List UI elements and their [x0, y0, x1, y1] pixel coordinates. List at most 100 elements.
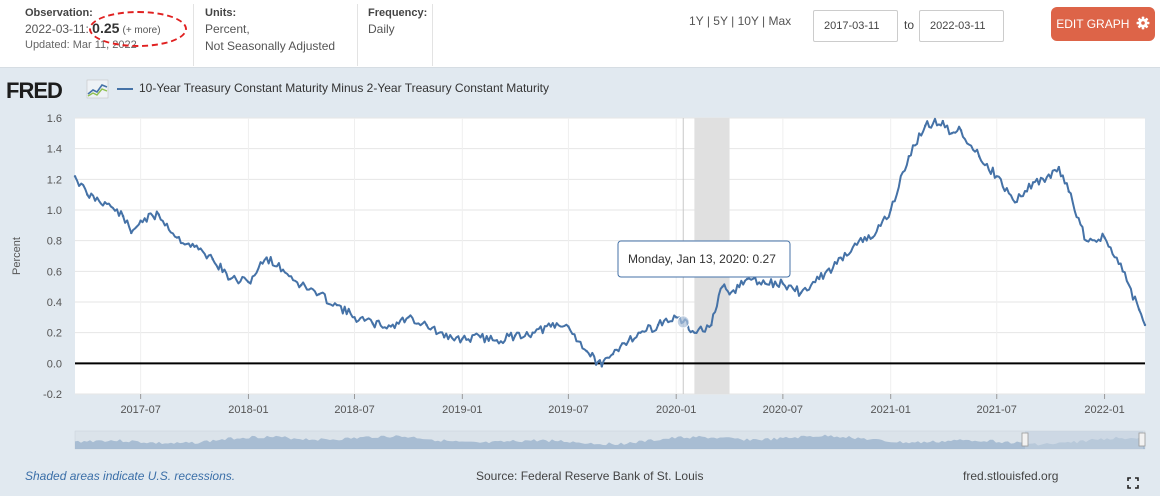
observation-date: 2022-03-11	[25, 22, 86, 36]
x-tick-label: 2019-07	[548, 404, 588, 416]
data-point	[229, 277, 232, 281]
data-point	[781, 282, 785, 285]
data-point	[103, 201, 107, 204]
date-from-input[interactable]	[813, 10, 898, 42]
data-point	[425, 323, 428, 327]
data-point	[871, 236, 874, 239]
units-block: Units: Percent, Not Seasonally Adjusted	[205, 6, 335, 55]
fred-link[interactable]: fred.stlouisfed.org	[963, 469, 1059, 483]
range-5y-button[interactable]: 5Y	[713, 14, 728, 28]
range-10y-button[interactable]: 10Y	[737, 14, 759, 28]
navigator-series	[75, 434, 1145, 449]
data-point	[461, 337, 464, 340]
data-point	[639, 331, 642, 334]
data-point	[1057, 165, 1061, 169]
data-point	[371, 322, 374, 325]
navigator[interactable]	[74, 430, 1146, 450]
data-point	[721, 285, 724, 288]
data-point	[265, 256, 268, 259]
divider	[357, 4, 358, 66]
data-point	[1121, 270, 1124, 273]
y-tick-label: 1.0	[47, 205, 62, 217]
x-tick-label: 2020-07	[763, 404, 803, 416]
y-tick-label: 1.4	[47, 144, 62, 156]
divider	[432, 4, 433, 66]
navigator-selection[interactable]	[1025, 431, 1143, 449]
y-axis-label: Percent	[11, 237, 23, 275]
data-point	[995, 175, 998, 178]
range-selector: 1Y | 5Y | 10Y | Max	[689, 14, 791, 28]
fred-logo-chart-icon	[86, 79, 109, 99]
data-point	[247, 280, 250, 284]
data-point	[389, 325, 393, 328]
data-point	[621, 342, 624, 345]
data-point	[495, 339, 499, 342]
data-point	[799, 291, 803, 294]
data-point	[611, 352, 615, 356]
data-point	[924, 124, 927, 127]
units-line2: Not Seasonally Adjusted	[205, 39, 336, 53]
x-tick-label: 2019-01	[442, 404, 482, 416]
data-point	[407, 316, 410, 319]
x-tick-label: 2018-07	[334, 404, 374, 416]
data-point	[139, 219, 142, 222]
x-tick-label: 2021-01	[870, 404, 910, 416]
data-point	[1067, 190, 1071, 193]
data-point	[193, 245, 196, 248]
data-point	[299, 283, 303, 287]
data-point	[335, 303, 339, 307]
fred-logo[interactable]: FRED	[6, 78, 63, 103]
edit-graph-label: EDIT GRAPH	[1056, 17, 1130, 31]
data-point	[853, 242, 857, 245]
data-point	[73, 175, 77, 178]
data-point	[1049, 176, 1052, 179]
data-point	[941, 119, 945, 123]
edit-graph-button[interactable]: EDIT GRAPH	[1051, 7, 1155, 41]
header-bar: Observation: 2022-03-11: 0.25 (+ more) U…	[0, 0, 1160, 68]
data-point	[567, 325, 570, 328]
data-point	[600, 365, 603, 368]
to-label: to	[904, 18, 915, 32]
data-point	[959, 129, 963, 132]
range-1y-button[interactable]: 1Y	[689, 14, 704, 28]
data-point	[817, 277, 821, 281]
navigator-right-handle[interactable]	[1138, 432, 1146, 447]
data-point	[442, 336, 446, 339]
data-point	[656, 323, 660, 327]
data-point	[211, 257, 214, 261]
navigator-left-handle[interactable]	[1021, 432, 1029, 447]
data-point	[121, 214, 125, 218]
legend-swatch	[117, 88, 133, 90]
date-to-input[interactable]	[919, 10, 1004, 42]
gear-icon	[1136, 16, 1150, 30]
tooltip-date: Monday, Jan 13, 2020:	[628, 252, 749, 266]
data-point	[531, 331, 534, 334]
data-point	[710, 323, 713, 327]
data-point	[1031, 181, 1035, 184]
data-point	[745, 277, 749, 281]
range-separator: |	[762, 14, 766, 28]
data-point	[950, 132, 953, 135]
data-point	[281, 268, 285, 271]
y-tick-label: 1.2	[47, 174, 62, 186]
frequency-value: Daily	[368, 22, 395, 36]
data-point	[130, 231, 133, 235]
y-tick-label: 0.4	[47, 297, 62, 309]
data-point	[585, 349, 588, 353]
data-point	[1085, 239, 1088, 242]
fullscreen-icon[interactable]	[1127, 477, 1139, 489]
tooltip-text: Monday, Jan 13, 2020: 0.27	[628, 252, 776, 266]
y-tick-label: 1.6	[47, 113, 62, 125]
range-max-button[interactable]: Max	[768, 14, 792, 28]
data-point	[353, 316, 356, 319]
data-point	[693, 331, 696, 334]
x-tick-label: 2018-01	[228, 404, 268, 416]
x-tick-label: 2017-07	[120, 404, 160, 416]
data-point	[835, 262, 838, 265]
data-point	[479, 336, 482, 339]
hover-marker	[676, 315, 690, 329]
data-point	[889, 208, 892, 212]
tooltip-value: 0.27	[753, 252, 777, 266]
tooltip: Monday, Jan 13, 2020: 0.27	[617, 240, 791, 278]
